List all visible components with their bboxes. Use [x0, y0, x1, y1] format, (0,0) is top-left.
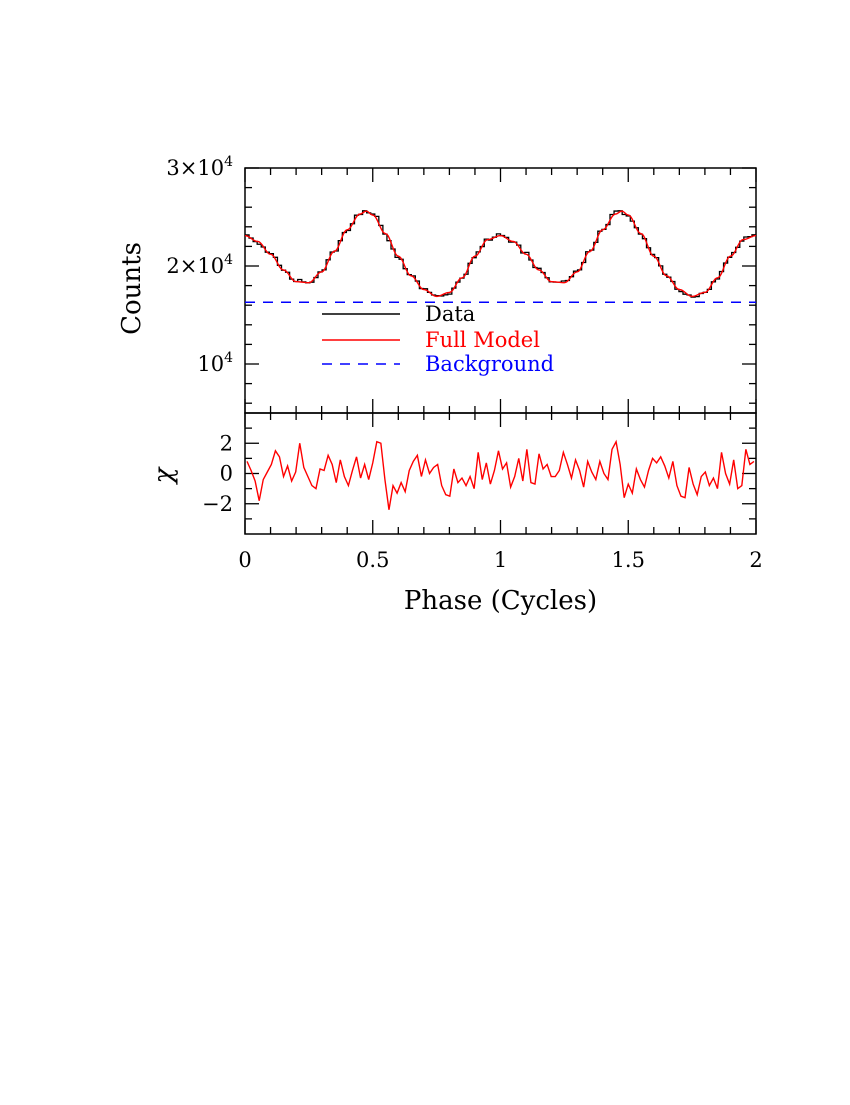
x-tick-label: 2 [749, 548, 762, 572]
full-model-curve [244, 210, 757, 298]
y-tick-label: 104 [197, 350, 233, 376]
y-axis-title-chi: χ [149, 465, 179, 485]
chi-residual-line [246, 439, 755, 510]
chi-tick-label: 2 [220, 431, 233, 455]
y-axis-title-counts: Counts [117, 242, 147, 335]
y-tick-label: 2×104 [166, 252, 233, 278]
x-tick-label: 1.5 [612, 548, 645, 572]
x-tick-label: 1 [494, 548, 507, 572]
chi-tick-label: −2 [202, 492, 233, 516]
chi-tick-label: 0 [220, 462, 233, 486]
y-tick-label: 3×104 [166, 154, 233, 180]
x-tick-label: 0.5 [356, 548, 389, 572]
x-axis-title: Phase (Cycles) [404, 586, 597, 616]
x-tick-label: 0 [238, 548, 251, 572]
legend-label: Background [425, 352, 554, 376]
bottom-panel-frame [244, 412, 757, 535]
data-histogram [245, 210, 756, 298]
legend-label: Data [425, 302, 475, 326]
legend-label: Full Model [425, 328, 540, 352]
